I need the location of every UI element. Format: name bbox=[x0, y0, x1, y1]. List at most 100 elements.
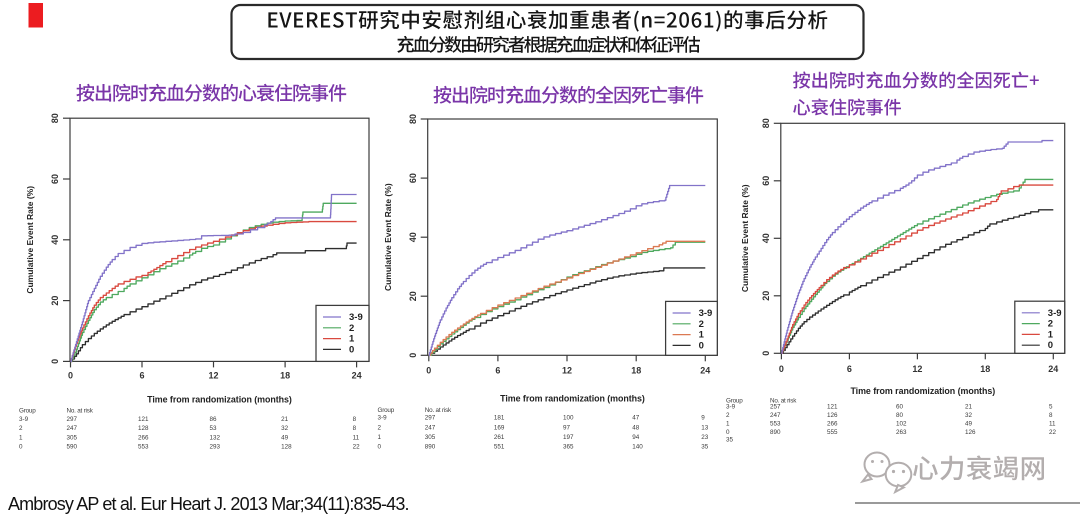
svg-text:No. at risk: No. at risk bbox=[425, 407, 452, 414]
svg-text:247: 247 bbox=[770, 412, 781, 419]
svg-text:169: 169 bbox=[494, 425, 505, 432]
svg-text:140: 140 bbox=[632, 444, 643, 451]
svg-text:6: 6 bbox=[495, 366, 500, 376]
svg-text:3-9: 3-9 bbox=[19, 416, 29, 423]
svg-text:12: 12 bbox=[208, 371, 218, 381]
svg-text:2: 2 bbox=[726, 412, 730, 419]
svg-text:261: 261 bbox=[494, 434, 505, 441]
svg-text:24: 24 bbox=[700, 366, 710, 376]
svg-text:6: 6 bbox=[847, 364, 852, 374]
svg-text:553: 553 bbox=[138, 444, 149, 451]
svg-text:128: 128 bbox=[281, 444, 292, 451]
svg-text:247: 247 bbox=[67, 425, 78, 432]
svg-text:20: 20 bbox=[761, 291, 771, 301]
svg-text:126: 126 bbox=[965, 429, 976, 436]
svg-text:0: 0 bbox=[50, 359, 60, 364]
svg-text:3-9: 3-9 bbox=[726, 404, 736, 411]
svg-text:97: 97 bbox=[563, 425, 571, 432]
svg-text:0: 0 bbox=[349, 344, 354, 355]
svg-text:49: 49 bbox=[281, 434, 289, 441]
svg-text:24: 24 bbox=[1048, 364, 1058, 374]
svg-text:121: 121 bbox=[827, 404, 838, 411]
svg-text:3-9: 3-9 bbox=[1048, 308, 1062, 319]
svg-text:13: 13 bbox=[701, 425, 709, 432]
svg-text:1: 1 bbox=[699, 330, 705, 341]
svg-text:21: 21 bbox=[965, 404, 973, 411]
svg-text:1: 1 bbox=[349, 334, 355, 345]
svg-text:20: 20 bbox=[50, 296, 60, 306]
svg-text:22: 22 bbox=[353, 444, 361, 451]
svg-text:2: 2 bbox=[349, 323, 354, 334]
svg-text:53: 53 bbox=[210, 425, 218, 432]
svg-text:0: 0 bbox=[378, 444, 382, 451]
svg-text:305: 305 bbox=[425, 434, 436, 441]
svg-text:18: 18 bbox=[980, 364, 990, 374]
svg-text:3-9: 3-9 bbox=[699, 308, 713, 319]
svg-text:181: 181 bbox=[494, 415, 505, 422]
svg-text:100: 100 bbox=[563, 415, 574, 422]
svg-text:11: 11 bbox=[353, 434, 360, 441]
svg-text:590: 590 bbox=[67, 444, 78, 451]
svg-text:2: 2 bbox=[1048, 319, 1053, 330]
svg-text:0: 0 bbox=[68, 371, 73, 381]
svg-text:22: 22 bbox=[1049, 429, 1057, 436]
svg-text:Ambrosy AP et al. Eur Heart J.: Ambrosy AP et al. Eur Heart J. 2013 Mar;… bbox=[8, 494, 409, 514]
svg-text:60: 60 bbox=[761, 176, 771, 186]
svg-text:297: 297 bbox=[425, 415, 436, 422]
svg-text:80: 80 bbox=[761, 118, 771, 128]
svg-text:2: 2 bbox=[699, 319, 704, 330]
svg-text:2: 2 bbox=[19, 425, 23, 432]
svg-text:6: 6 bbox=[139, 371, 144, 381]
svg-text:257: 257 bbox=[770, 404, 781, 411]
svg-text:1: 1 bbox=[726, 420, 730, 427]
svg-text:80: 80 bbox=[896, 412, 904, 419]
svg-text:48: 48 bbox=[632, 425, 640, 432]
svg-text:35: 35 bbox=[726, 437, 734, 444]
svg-text:40: 40 bbox=[408, 232, 418, 242]
svg-text:Group: Group bbox=[378, 407, 395, 414]
svg-text:40: 40 bbox=[50, 235, 60, 245]
svg-text:60: 60 bbox=[408, 173, 418, 183]
svg-text:94: 94 bbox=[632, 434, 640, 441]
svg-text:555: 555 bbox=[827, 429, 838, 436]
svg-text:0: 0 bbox=[1048, 340, 1053, 351]
svg-text:Time from randomization (month: Time from randomization (months) bbox=[850, 386, 995, 396]
svg-text:32: 32 bbox=[965, 412, 973, 419]
svg-text:551: 551 bbox=[494, 444, 505, 451]
svg-text:21: 21 bbox=[281, 416, 289, 423]
svg-text:3-9: 3-9 bbox=[349, 312, 363, 323]
svg-text:12: 12 bbox=[562, 366, 572, 376]
svg-text:20: 20 bbox=[408, 291, 418, 301]
svg-text:126: 126 bbox=[827, 412, 838, 419]
svg-text:197: 197 bbox=[563, 434, 574, 441]
svg-text:5: 5 bbox=[1049, 404, 1053, 411]
svg-text:12: 12 bbox=[912, 364, 922, 374]
svg-text:Cumulative Event Rate (%): Cumulative Event Rate (%) bbox=[383, 183, 393, 291]
svg-text:128: 128 bbox=[138, 425, 149, 432]
svg-text:365: 365 bbox=[563, 444, 574, 451]
svg-text:49: 49 bbox=[965, 420, 973, 427]
svg-text:1: 1 bbox=[378, 434, 382, 441]
svg-text:80: 80 bbox=[50, 113, 60, 123]
svg-text:0: 0 bbox=[761, 351, 771, 356]
svg-text:23: 23 bbox=[701, 434, 709, 441]
svg-text:47: 47 bbox=[632, 415, 640, 422]
svg-text:132: 132 bbox=[210, 434, 221, 441]
svg-text:121: 121 bbox=[138, 416, 149, 423]
svg-text:293: 293 bbox=[210, 444, 221, 451]
svg-text:60: 60 bbox=[896, 404, 904, 411]
svg-text:8: 8 bbox=[353, 416, 357, 423]
svg-text:Group: Group bbox=[19, 408, 36, 415]
svg-text:11: 11 bbox=[1049, 420, 1056, 427]
svg-text:86: 86 bbox=[210, 416, 218, 423]
svg-text:8: 8 bbox=[1049, 412, 1053, 419]
svg-text:266: 266 bbox=[138, 434, 149, 441]
svg-text:0: 0 bbox=[408, 353, 418, 358]
svg-text:Time from randomization (month: Time from randomization (months) bbox=[147, 394, 292, 404]
svg-text:0: 0 bbox=[779, 364, 784, 374]
svg-text:0: 0 bbox=[699, 340, 704, 351]
svg-text:Cumulative Event Rate (%): Cumulative Event Rate (%) bbox=[25, 186, 35, 294]
svg-text:0: 0 bbox=[19, 444, 23, 451]
svg-text:9: 9 bbox=[701, 415, 705, 422]
svg-text:0: 0 bbox=[726, 429, 730, 436]
